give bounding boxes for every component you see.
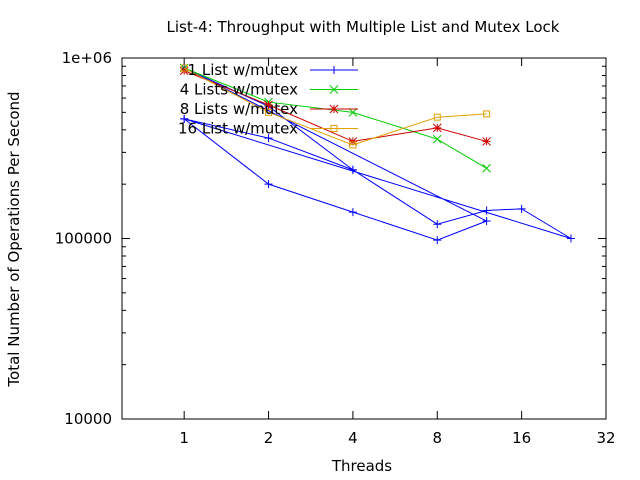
data-point-marker bbox=[433, 236, 442, 245]
data-point-marker bbox=[349, 141, 357, 149]
data-point-marker bbox=[432, 123, 442, 133]
x-axis-label: Threads bbox=[331, 457, 392, 475]
chart-title: List-4: Throughput with Multiple List an… bbox=[167, 18, 560, 36]
y-tick-label: 1e+06 bbox=[62, 49, 112, 67]
data-point-marker bbox=[264, 180, 273, 189]
series-4 bbox=[180, 64, 491, 149]
legend-label: 8 Lists w/mutex bbox=[180, 100, 298, 118]
data-point-marker bbox=[348, 208, 357, 217]
data-point-marker bbox=[265, 108, 273, 116]
series-group bbox=[179, 63, 575, 245]
axis-ticks: 1 2 4 8 16 32 10000 100000 1e+06 bbox=[55, 49, 616, 447]
data-point-marker bbox=[482, 137, 491, 146]
x-tick-label: 1 bbox=[179, 429, 189, 447]
series-line bbox=[183, 67, 487, 146]
legend-item: 16 List w/mutex bbox=[178, 120, 358, 138]
data-point-marker bbox=[433, 113, 441, 121]
legend-item: 8 Lists w/mutex bbox=[180, 100, 358, 118]
data-point-marker bbox=[517, 204, 526, 213]
x-tick-label: 8 bbox=[432, 429, 442, 447]
y-tick-label: 10000 bbox=[64, 410, 112, 428]
data-point-marker bbox=[264, 134, 273, 143]
data-point-marker bbox=[482, 206, 491, 215]
data-point-marker bbox=[330, 125, 338, 132]
data-point-marker bbox=[566, 234, 575, 243]
legend-label: 16 List w/mutex bbox=[178, 120, 298, 138]
y-axis-label: Total Number of Operations Per Second bbox=[5, 91, 23, 387]
y-tick-label: 100000 bbox=[55, 230, 112, 248]
data-point-marker bbox=[180, 114, 189, 123]
data-point-marker bbox=[482, 217, 491, 226]
data-point-marker bbox=[432, 134, 442, 144]
data-point-marker bbox=[433, 220, 442, 229]
data-point-marker bbox=[180, 64, 188, 72]
data-point-marker bbox=[329, 104, 339, 114]
x-tick-label: 16 bbox=[512, 429, 531, 447]
data-point-marker bbox=[329, 85, 339, 94]
legend-label: 1 List w/mutex bbox=[188, 61, 299, 79]
data-point-marker bbox=[348, 165, 357, 174]
data-point-marker bbox=[482, 163, 491, 173]
x-tick-label: 2 bbox=[264, 429, 274, 447]
x-tick-label: 4 bbox=[348, 429, 358, 447]
legend-item: 1 List w/mutex bbox=[188, 61, 358, 79]
legend-label: 4 Lists w/mutex bbox=[180, 81, 298, 99]
legend-item: 4 Lists w/mutex bbox=[180, 81, 358, 99]
data-point-marker bbox=[264, 100, 273, 110]
data-point-marker bbox=[483, 110, 491, 118]
x-tick-label: 32 bbox=[596, 429, 615, 447]
data-point-marker bbox=[348, 107, 358, 117]
data-point-marker bbox=[330, 66, 338, 74]
